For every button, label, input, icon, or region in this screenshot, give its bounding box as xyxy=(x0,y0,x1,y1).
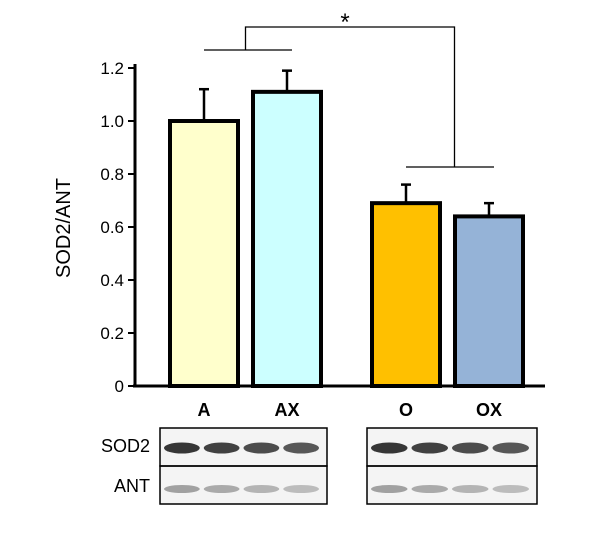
blot-band xyxy=(492,485,529,493)
blot-frame xyxy=(366,465,538,505)
significance-bracket: * xyxy=(204,9,494,168)
y-tick-label: 1.0 xyxy=(100,112,124,131)
y-ticks: 0 0.2 0.4 0.6 0.8 1.0 1.2 xyxy=(100,59,135,396)
blot-band xyxy=(164,485,200,493)
blot-band xyxy=(371,485,408,493)
blot-band xyxy=(283,485,319,493)
y-tick-label: 0 xyxy=(115,377,124,396)
x-tick-label: AX xyxy=(274,400,299,420)
blot-band xyxy=(411,442,448,454)
y-tick-label: 0.4 xyxy=(100,271,124,290)
bar xyxy=(370,201,442,388)
blot-band xyxy=(452,485,489,493)
axes xyxy=(133,64,545,388)
blot-label-sod2: SOD2 xyxy=(101,436,150,456)
blot-band xyxy=(243,485,280,493)
blot-band xyxy=(492,442,529,454)
x-tick-label: OX xyxy=(476,400,502,420)
blot-label-ant: ANT xyxy=(114,476,150,496)
bracket-line xyxy=(244,26,456,167)
x-tick-label: O xyxy=(399,400,413,420)
y-tick-label: 0.6 xyxy=(100,218,124,237)
blot-band xyxy=(371,442,408,454)
blot-band xyxy=(203,485,240,493)
blot-band xyxy=(243,442,280,454)
bar xyxy=(453,214,525,388)
y-tick-label: 1.2 xyxy=(100,59,124,78)
x-tick-label: A xyxy=(198,400,211,420)
y-axis-label: SOD2/ANT xyxy=(53,178,75,278)
blot-band xyxy=(164,442,200,454)
bars xyxy=(168,69,525,388)
blot-band xyxy=(203,442,240,454)
blot-frame xyxy=(159,465,328,505)
blot-band xyxy=(411,485,448,493)
bar xyxy=(251,89,323,388)
y-tick-label: 0.2 xyxy=(100,324,124,343)
significance-asterisk: * xyxy=(340,9,349,36)
blot-band xyxy=(283,442,319,454)
western-blot: SOD2 ANT xyxy=(101,427,538,505)
y-tick-label: 0.8 xyxy=(100,165,124,184)
bar xyxy=(168,119,240,388)
blot-band xyxy=(452,442,489,454)
x-tick-labels: A AX O OX xyxy=(198,400,503,420)
